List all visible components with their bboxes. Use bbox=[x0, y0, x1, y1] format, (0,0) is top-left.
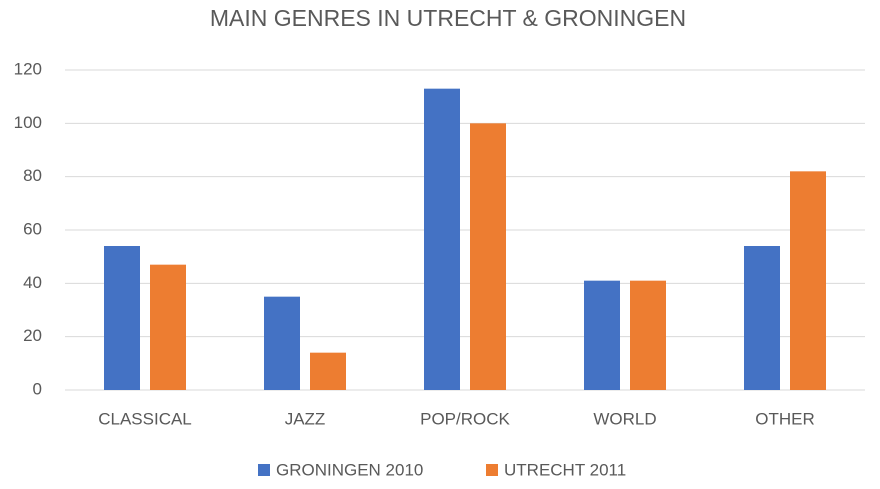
bar bbox=[264, 296, 300, 390]
x-tick-label: CLASSICAL bbox=[98, 409, 192, 428]
bar bbox=[104, 246, 140, 390]
x-tick-label: POP/ROCK bbox=[420, 409, 510, 428]
y-tick-label: 0 bbox=[33, 379, 42, 398]
bar bbox=[790, 171, 826, 390]
y-tick-label: 40 bbox=[23, 273, 42, 292]
chart-title: MAIN GENRES IN UTRECHT & GRONINGEN bbox=[210, 5, 686, 31]
bar bbox=[584, 280, 620, 390]
y-tick-label: 100 bbox=[14, 113, 42, 132]
y-tick-label: 120 bbox=[14, 59, 42, 78]
x-tick-label: WORLD bbox=[593, 409, 656, 428]
bar bbox=[744, 246, 780, 390]
y-tick-label: 60 bbox=[23, 219, 42, 238]
x-tick-label: JAZZ bbox=[285, 409, 326, 428]
y-tick-label: 80 bbox=[23, 166, 42, 185]
y-tick-label: 20 bbox=[23, 326, 42, 345]
legend-swatch bbox=[486, 464, 498, 476]
bar bbox=[630, 280, 666, 390]
legend-swatch bbox=[258, 464, 270, 476]
x-tick-label: OTHER bbox=[755, 409, 815, 428]
legend-label: UTRECHT 2011 bbox=[504, 460, 626, 479]
bar bbox=[424, 88, 460, 391]
bar bbox=[150, 264, 186, 390]
bar bbox=[470, 123, 506, 390]
bar bbox=[310, 352, 346, 390]
legend-label: GRONINGEN 2010 bbox=[276, 460, 423, 479]
